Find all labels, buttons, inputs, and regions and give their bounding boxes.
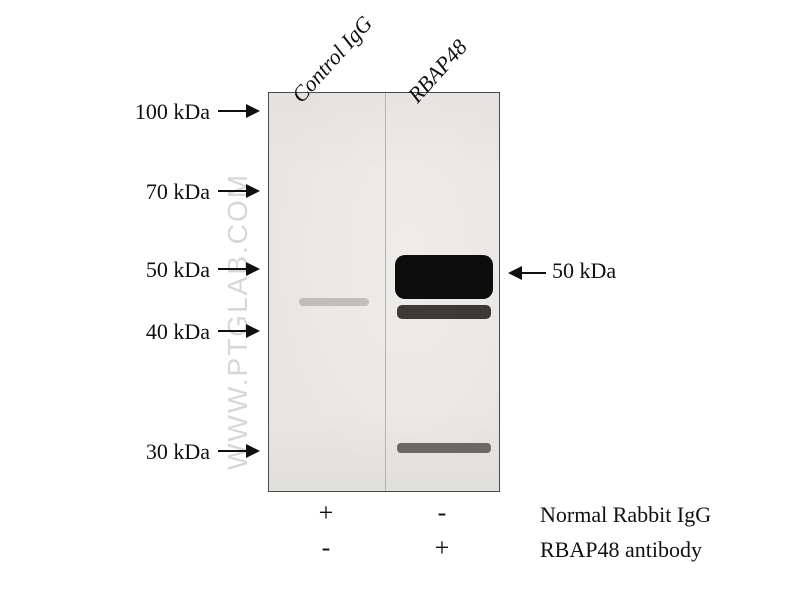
cond-r0-l1: - (427, 498, 457, 528)
cond-r1-l0: - (311, 533, 341, 563)
target-band-arrow (508, 266, 546, 280)
cond-r0-l0: + (311, 498, 341, 528)
mw-arrow-30 (218, 444, 260, 458)
western-blot-figure: WWW.PTGLAB.COM 100 kDa 70 kDa 50 kDa 40 … (0, 0, 800, 600)
cond-r1-l1: + (427, 533, 457, 563)
cond-label-0: Normal Rabbit IgG (540, 502, 711, 528)
cond-label-1: RBAP48 antibody (540, 537, 702, 563)
band-rbap48-low (397, 443, 491, 453)
mw-arrow-50 (218, 262, 260, 276)
band-control-faint (299, 298, 369, 306)
mw-label-100: 100 kDa (110, 99, 210, 125)
band-rbap48-secondary (397, 305, 491, 319)
mw-label-40: 40 kDa (110, 319, 210, 345)
mw-label-30: 30 kDa (110, 439, 210, 465)
mw-label-50: 50 kDa (110, 257, 210, 283)
lane-divider (385, 93, 386, 491)
mw-label-70: 70 kDa (110, 179, 210, 205)
target-band-label: 50 kDa (552, 258, 616, 284)
mw-arrow-100 (218, 104, 260, 118)
watermark-text: WWW.PTGLAB.COM (222, 173, 254, 470)
mw-arrow-70 (218, 184, 260, 198)
band-rbap48-main (395, 255, 493, 299)
mw-arrow-40 (218, 324, 260, 338)
blot-membrane (268, 92, 500, 492)
